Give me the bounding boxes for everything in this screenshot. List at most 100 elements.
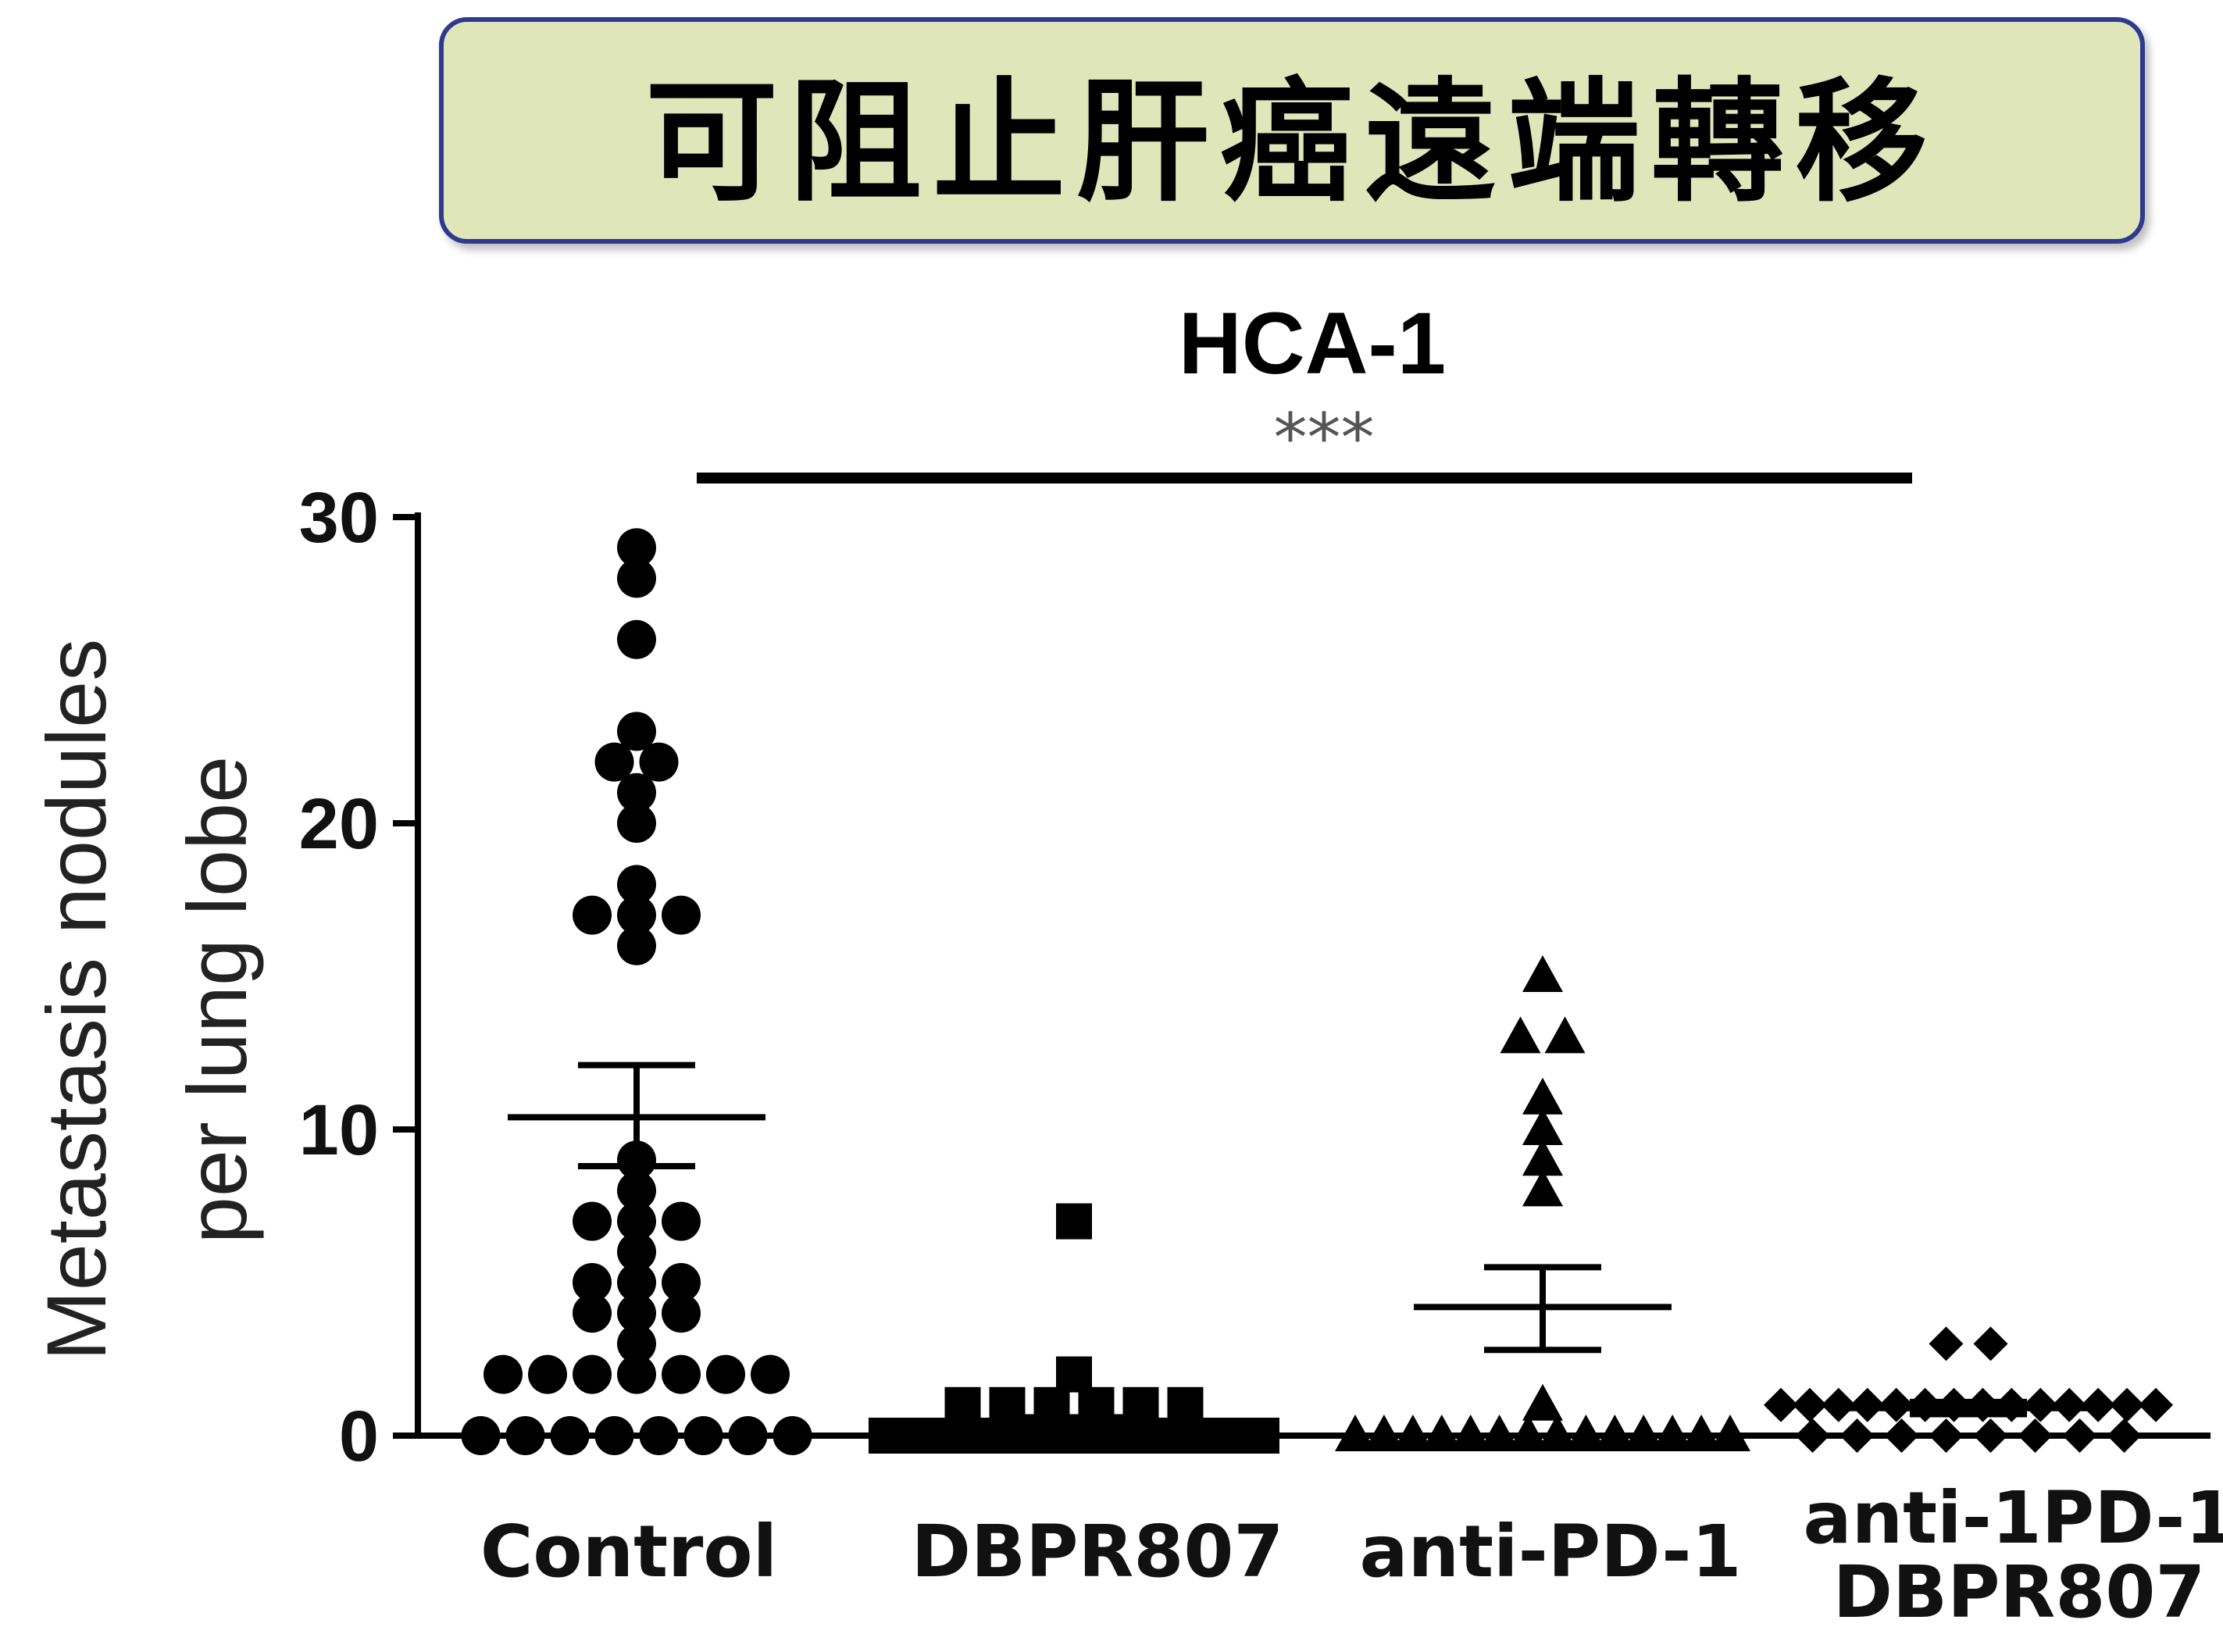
data-point: [1929, 1326, 1964, 1361]
data-point: [662, 1263, 701, 1302]
y-axis-ticks: 0 10 20 30: [299, 478, 418, 1476]
data-point: [1544, 1016, 1586, 1054]
data-point: [1884, 1418, 1919, 1453]
data-point: [1623, 1415, 1665, 1451]
data-point: [617, 619, 656, 659]
data-point: [2062, 1418, 2097, 1453]
data-point: [773, 1416, 812, 1455]
data-point: [662, 1293, 701, 1333]
y-tick-label: 30: [299, 478, 379, 558]
data-point: [573, 1293, 612, 1333]
data-point: [639, 742, 679, 782]
data-point: [1565, 1415, 1607, 1451]
data-point: [617, 528, 656, 568]
data-point: [662, 1354, 701, 1394]
data-point: [2081, 1387, 2116, 1422]
data-point: [1795, 1418, 1830, 1453]
data-point: [2018, 1418, 2053, 1453]
data-point: [505, 1416, 545, 1455]
data-point: [1056, 1356, 1092, 1393]
data-point: [1652, 1415, 1693, 1451]
data-point: [869, 1418, 905, 1454]
data-point: [573, 1354, 612, 1394]
data-point: [1150, 1418, 1186, 1454]
data-point: [662, 1201, 701, 1241]
data-point: [1792, 1387, 1827, 1422]
data-point: [1522, 955, 1563, 992]
data-point: [2107, 1418, 2142, 1453]
data-point: [594, 742, 634, 782]
data-point: [1536, 1415, 1578, 1451]
chart-title: HCA-1: [1179, 294, 1446, 392]
y-axis-label-line1: Metastasis nodules: [29, 639, 123, 1361]
data-point: [594, 1416, 634, 1455]
data-points: [461, 528, 2173, 1455]
data-point: [1363, 1415, 1404, 1451]
data-point: [1167, 1386, 1204, 1423]
data-point: [1181, 1418, 1217, 1454]
data-point: [483, 1354, 523, 1394]
data-point: [931, 1418, 967, 1454]
data-point: [617, 865, 656, 904]
data-point: [1244, 1418, 1279, 1454]
data-point: [1821, 1387, 1856, 1422]
data-point: [962, 1418, 998, 1454]
data-point: [617, 558, 656, 598]
data-point: [683, 1416, 723, 1455]
data-point: [617, 772, 656, 812]
data-point: [617, 712, 656, 751]
data-point: [1973, 1326, 2008, 1361]
data-point: [1392, 1415, 1433, 1451]
data-point: [1508, 1415, 1549, 1451]
data-point: [1500, 1016, 1541, 1054]
data-point: [1522, 1139, 1563, 1176]
data-point: [617, 926, 656, 965]
data-point: [1335, 1415, 1376, 1451]
data-point: [617, 1171, 656, 1211]
data-point: [617, 1324, 656, 1364]
banner-title: 可阻止肝癌遠端轉移: [644, 66, 1939, 220]
significance-stars: ***: [1274, 399, 1375, 477]
y-axis-label-line2: per lung lobe: [169, 756, 264, 1243]
data-point: [1839, 1418, 1875, 1453]
data-point: [1522, 1169, 1563, 1207]
data-point: [573, 1201, 612, 1241]
y-tick-label: 10: [299, 1090, 379, 1170]
data-point: [728, 1416, 768, 1455]
data-point: [706, 1354, 745, 1394]
data-point: [1212, 1418, 1248, 1454]
data-point: [2139, 1387, 2173, 1422]
data-point: [550, 1416, 590, 1455]
data-point: [617, 1201, 656, 1241]
x-tick-label: DBPR807: [912, 1510, 1284, 1593]
x-tick-label: anti-PD-1: [1360, 1510, 1742, 1593]
data-point: [662, 895, 701, 935]
title-banner: 可阻止肝癌遠端轉移: [439, 17, 2145, 244]
data-point: [1450, 1415, 1491, 1451]
data-point: [617, 895, 656, 935]
data-point: [617, 804, 656, 843]
x-tick-label: DBPR807: [1833, 1550, 2206, 1634]
data-point: [1479, 1415, 1520, 1451]
data-point: [751, 1354, 790, 1394]
y-tick-label: 20: [299, 784, 379, 864]
data-point: [461, 1416, 501, 1455]
data-point: [900, 1418, 936, 1454]
data-point: [617, 1354, 656, 1394]
data-point: [573, 895, 612, 935]
data-point: [1764, 1387, 1798, 1422]
x-tick-label: anti-1PD-1: [1804, 1476, 2223, 1560]
data-point: [1681, 1415, 1722, 1451]
data-point: [944, 1386, 981, 1423]
data-point: [639, 1416, 679, 1455]
data-point: [617, 1232, 656, 1272]
data-point: [1056, 1203, 1092, 1240]
y-tick-label: 0: [339, 1397, 379, 1476]
data-point: [1973, 1418, 2008, 1453]
data-point: [1522, 1077, 1563, 1115]
data-point: [1522, 1108, 1563, 1145]
data-point: [1594, 1415, 1636, 1451]
data-point: [1421, 1415, 1462, 1451]
